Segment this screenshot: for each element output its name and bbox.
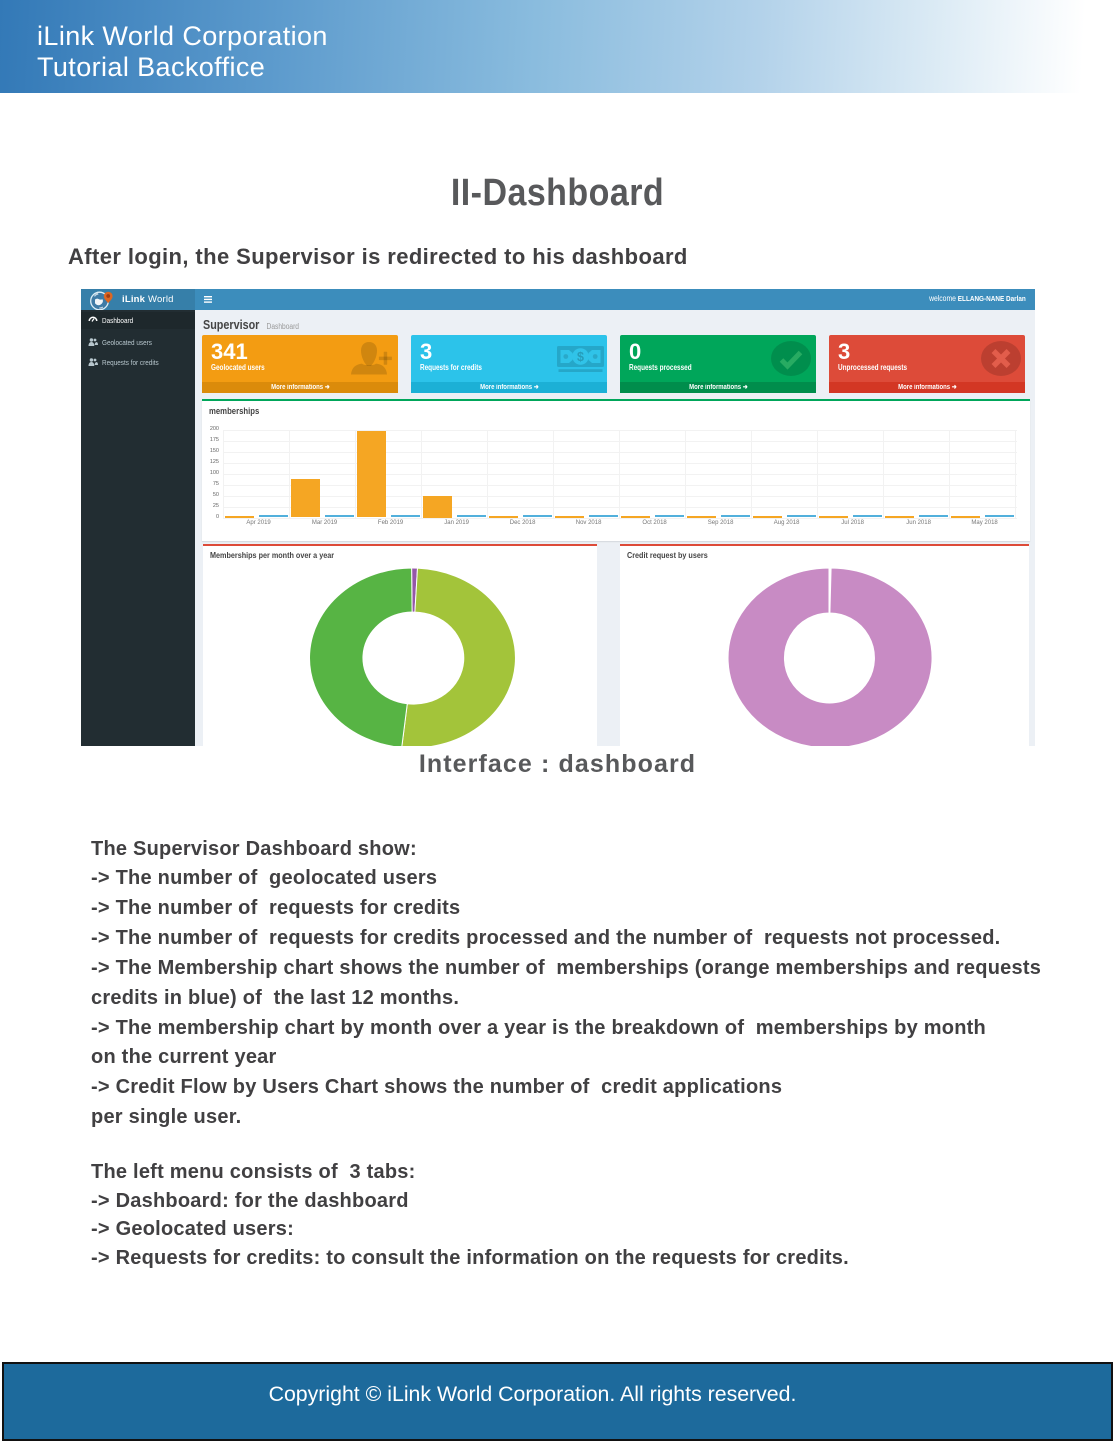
svg-text:$: $ bbox=[577, 350, 584, 364]
